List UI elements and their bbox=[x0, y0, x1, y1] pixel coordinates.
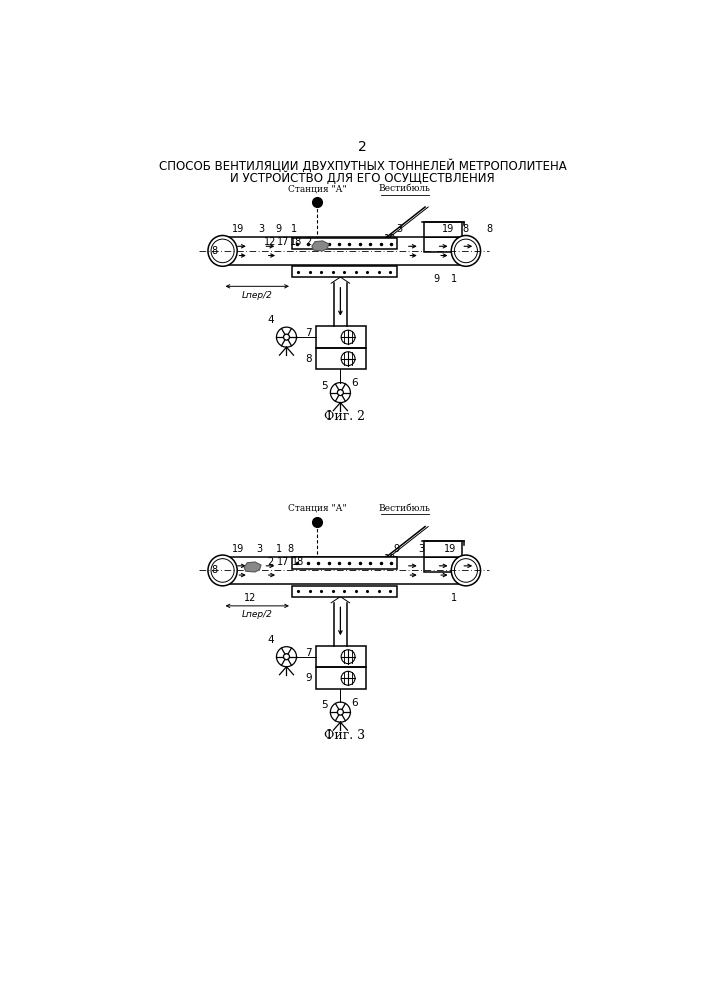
Bar bbox=[292, 557, 397, 569]
Text: Lпер/2: Lпер/2 bbox=[242, 291, 273, 300]
Bar bbox=[316, 646, 366, 667]
Text: Станция "А": Станция "А" bbox=[288, 184, 346, 193]
Ellipse shape bbox=[208, 555, 238, 586]
Text: 9: 9 bbox=[433, 274, 440, 284]
Text: 18: 18 bbox=[292, 557, 304, 567]
Text: 8: 8 bbox=[287, 544, 293, 554]
Text: 9: 9 bbox=[394, 544, 399, 554]
Text: 19: 19 bbox=[232, 544, 244, 554]
Text: 19: 19 bbox=[232, 224, 244, 234]
Text: 8: 8 bbox=[486, 224, 493, 234]
Text: 3: 3 bbox=[418, 544, 424, 554]
Text: 2: 2 bbox=[305, 237, 312, 247]
Text: 10: 10 bbox=[385, 234, 397, 244]
Text: 2: 2 bbox=[267, 557, 274, 567]
Text: 1: 1 bbox=[450, 593, 457, 603]
Text: 17: 17 bbox=[276, 237, 289, 247]
Text: 6: 6 bbox=[351, 698, 358, 708]
Text: 8: 8 bbox=[463, 224, 469, 234]
Ellipse shape bbox=[208, 235, 238, 266]
Text: 4: 4 bbox=[268, 635, 274, 645]
Text: Вестибюль: Вестибюль bbox=[378, 184, 431, 193]
Text: 8: 8 bbox=[212, 565, 218, 575]
Polygon shape bbox=[312, 241, 329, 251]
Text: И УСТРОЙСТВО ДЛЯ ЕГО ОСУЩЕСТВЛЕНИЯ: И УСТРОЙСТВО ДЛЯ ЕГО ОСУЩЕСТВЛЕНИЯ bbox=[230, 172, 495, 185]
Text: 1: 1 bbox=[450, 274, 457, 284]
Text: 7: 7 bbox=[305, 328, 312, 338]
Ellipse shape bbox=[211, 239, 234, 263]
Text: 1: 1 bbox=[276, 544, 282, 554]
Bar bbox=[423, 222, 462, 252]
Text: 3: 3 bbox=[257, 544, 262, 554]
Text: 19: 19 bbox=[442, 224, 455, 234]
Text: Станция "А": Станция "А" bbox=[288, 504, 346, 513]
Text: 4: 4 bbox=[268, 315, 274, 325]
Text: 12: 12 bbox=[264, 237, 276, 247]
Ellipse shape bbox=[455, 559, 477, 582]
Text: Вестибюль: Вестибюль bbox=[378, 504, 431, 513]
Polygon shape bbox=[244, 562, 261, 572]
Bar bbox=[292, 586, 397, 597]
Text: 7: 7 bbox=[305, 648, 312, 658]
Ellipse shape bbox=[211, 559, 234, 582]
Bar bbox=[292, 238, 397, 249]
Text: 6: 6 bbox=[351, 378, 358, 388]
Text: 9: 9 bbox=[305, 673, 312, 683]
Bar bbox=[316, 326, 366, 348]
Text: 5: 5 bbox=[322, 381, 328, 391]
Bar bbox=[292, 266, 397, 277]
Text: 3: 3 bbox=[397, 224, 403, 234]
Ellipse shape bbox=[455, 239, 477, 263]
Text: 1: 1 bbox=[291, 224, 297, 234]
Text: 19: 19 bbox=[445, 544, 457, 554]
Text: СПОСОБ ВЕНТИЛЯЦИИ ДВУХПУТНЫХ ТОННЕЛЕЙ МЕТРОПОЛИТЕНА: СПОСОБ ВЕНТИЛЯЦИИ ДВУХПУТНЫХ ТОННЕЛЕЙ МЕ… bbox=[159, 159, 566, 173]
Text: Фиг. 3: Фиг. 3 bbox=[324, 729, 365, 742]
Text: Lпер/2: Lпер/2 bbox=[242, 610, 273, 619]
Text: 8: 8 bbox=[212, 246, 218, 256]
Ellipse shape bbox=[451, 555, 481, 586]
Text: 2: 2 bbox=[358, 140, 367, 154]
Text: 12: 12 bbox=[244, 593, 257, 603]
Bar bbox=[423, 541, 462, 572]
Text: Фиг. 2: Фиг. 2 bbox=[324, 410, 365, 423]
Bar bbox=[223, 237, 466, 265]
Bar bbox=[316, 667, 366, 689]
Bar bbox=[223, 557, 466, 584]
Text: 3: 3 bbox=[258, 224, 264, 234]
Bar bbox=[316, 348, 366, 369]
Text: 5: 5 bbox=[322, 700, 328, 710]
Text: 17: 17 bbox=[276, 557, 289, 567]
Text: 10: 10 bbox=[385, 554, 397, 564]
Text: 9: 9 bbox=[276, 224, 282, 234]
Ellipse shape bbox=[451, 235, 481, 266]
Text: 18: 18 bbox=[290, 237, 302, 247]
Text: 8: 8 bbox=[305, 354, 312, 364]
